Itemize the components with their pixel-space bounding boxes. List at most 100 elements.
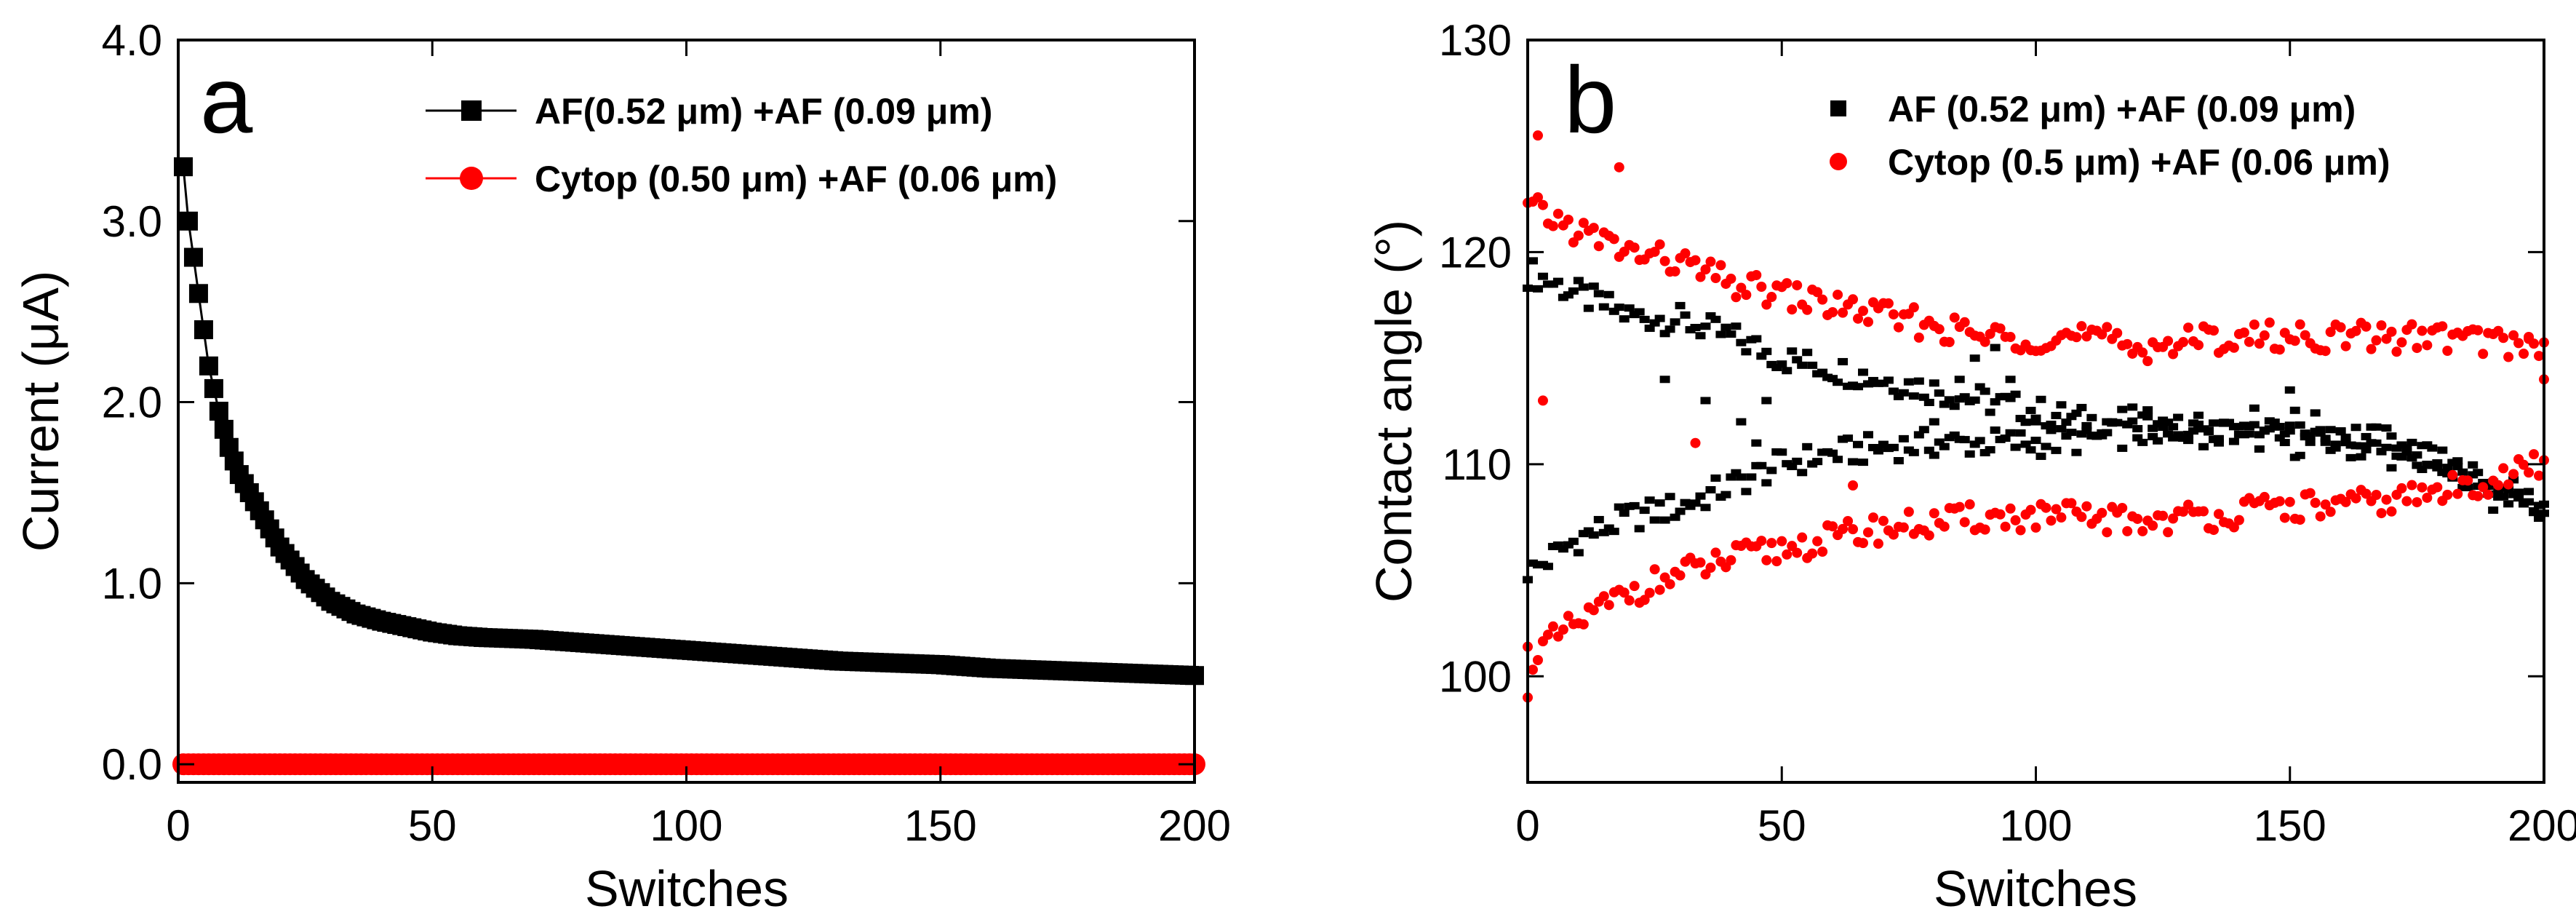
data-point-cytop [2534,351,2545,362]
data-point-cytop [1827,521,1838,532]
data-point-cytop [1867,512,1878,523]
data-point-cytop [1675,570,1686,581]
data-point-cytop [1649,246,1660,257]
data-point-af [1720,491,1731,499]
data-point-cytop [2056,512,2067,523]
data-point-af [2269,418,2280,426]
data-point-cytop [2198,506,2209,517]
data-point-af [2320,434,2331,442]
data-point-af [1659,516,1670,524]
data-point-af [2066,429,2077,437]
data-point-af [1608,528,1619,536]
data-point-af [2102,429,2113,437]
data-point-cytop [1771,556,1782,567]
data-point-af [1670,513,1680,521]
data-point-cytop [1573,230,1584,241]
data-point-cytop [1598,591,1609,602]
data-point-af [2274,423,2285,431]
panel-a-x-axis-title: Switches [585,860,789,917]
data-point-cytop [1833,289,1843,300]
data-point-af [2498,493,2509,501]
data-point-cytop [2361,321,2372,332]
data-point-af [2015,415,2026,423]
data-point-af [188,284,208,303]
data-point-cytop [2076,321,2087,332]
data-point-af [2396,453,2407,461]
data-point-af [1787,463,1798,471]
data-point-cytop [2325,507,2336,517]
data-point-cytop [2259,491,2270,502]
data-point-af [2452,457,2463,465]
data-point-cytop [1979,524,1990,535]
data-point-af [2508,476,2519,484]
data-point-af [1629,501,1640,509]
x-tick-label: 200 [2508,801,2576,850]
data-point-af [2183,437,2194,445]
data-point-af [1878,440,1889,448]
data-point-cytop [2264,317,2275,328]
data-point-af [1751,335,1762,343]
data-point-cytop [2300,330,2310,341]
data-point-af [2422,441,2433,449]
x-tick-label: 50 [1758,801,1806,850]
data-point-cytop [2066,498,2077,509]
data-point-af [1715,330,1726,338]
data-point-af [1756,461,1767,469]
data-point-af [1710,315,1721,323]
data-point-cytop [1629,581,1640,592]
data-point-cytop [1639,595,1650,606]
data-point-cytop [2289,336,2300,346]
data-point-cytop [2412,497,2423,508]
data-point-af [204,378,223,398]
data-point-cytop [2163,527,2174,538]
data-point-cytop [1731,292,1742,303]
data-point-af [2010,443,2021,451]
data-point-af [2005,376,2016,384]
data-point-af [1812,458,1823,466]
data-point-af [1664,325,1675,333]
data-point-af [1969,440,1980,448]
data-point-cytop [1782,278,1793,289]
data-point-cytop [1649,564,1660,575]
data-point-cytop [2046,515,2057,526]
x-tick-label: 50 [408,801,457,850]
data-point-af [2163,418,2174,426]
data-point-cytop [1838,523,1849,534]
data-point-cytop [2412,343,2423,354]
data-point-cytop [2000,521,2011,532]
data-point-af [1761,347,1772,355]
data-point-cytop [2371,490,2382,501]
data-point-af [1802,442,1813,450]
data-point-af [1883,376,1894,384]
data-point-af [1858,368,1869,376]
data-point-cytop [1552,631,1563,642]
data-point-cytop [2320,499,2331,510]
data-point-cytop [1578,619,1589,630]
data-point-cytop [1766,538,1777,549]
data-point-af [1903,378,1914,386]
data-point-cytop [1578,218,1589,229]
data-point-cytop [2254,338,2265,349]
data-point-af [2000,434,2011,442]
data-point-cytop [2122,338,2133,349]
data-point-af [1726,473,1736,481]
data-point-cytop [2508,330,2519,341]
data-point-af [1853,440,1864,448]
data-point-cytop [2381,494,2392,505]
data-point-cytop [2524,332,2535,342]
data-point-af [1888,443,1899,451]
data-point-af [1843,434,1854,442]
data-point-af [1736,473,1747,481]
data-point-cytop [2478,349,2489,360]
data-point-cytop [2437,321,2448,332]
data-point-cytop [2158,510,2169,521]
data-point-af [2127,403,2138,411]
data-point-af [1959,393,1970,401]
data-point-af [2361,432,2372,440]
data-point-af [1838,357,1849,365]
data-point-cytop [2401,496,2412,507]
data-point-cytop [2391,346,2402,357]
data-point-af [2127,417,2138,425]
data-point-af [2457,468,2468,476]
data-point-af [2061,432,2072,440]
